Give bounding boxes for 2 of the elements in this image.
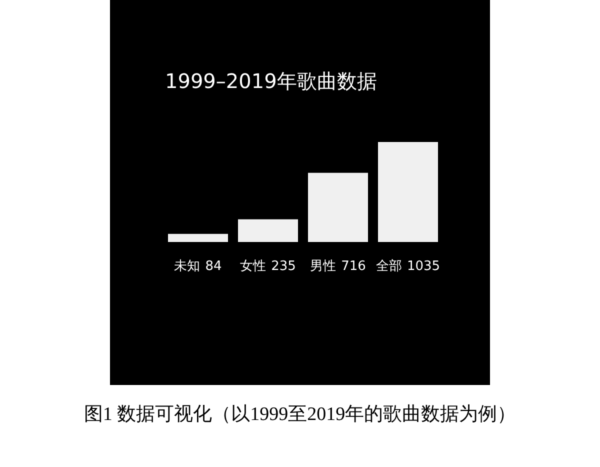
annotation: 图1 数据可视化（以1999至2019年的歌曲数据为例） xyxy=(84,404,516,425)
title: 1999–2019年歌曲数据 xyxy=(165,69,377,93)
